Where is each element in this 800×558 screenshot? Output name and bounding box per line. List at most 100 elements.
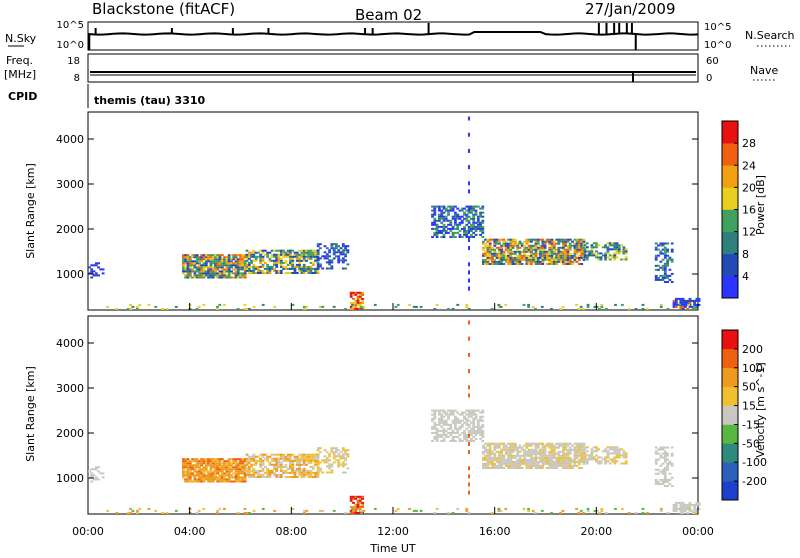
heatmap-cell bbox=[223, 264, 226, 267]
heatmap-cell bbox=[261, 455, 265, 458]
heatmap-cell bbox=[354, 305, 358, 308]
heatmap-cell bbox=[344, 247, 347, 250]
heatmap-cell bbox=[193, 480, 197, 483]
heatmap-cell bbox=[126, 512, 130, 514]
heatmap-cell bbox=[216, 305, 219, 308]
heatmap-cell bbox=[484, 252, 487, 255]
heatmap-cell bbox=[674, 507, 678, 510]
heatmap-cell bbox=[578, 250, 581, 253]
heatmap-cell bbox=[546, 254, 549, 257]
heatmap-cell bbox=[534, 446, 538, 449]
heatmap-cell bbox=[541, 248, 545, 251]
heatmap-cell bbox=[99, 268, 103, 271]
heatmap-cell bbox=[498, 454, 501, 457]
heatmap-cell bbox=[568, 254, 572, 257]
heatmap-cell bbox=[266, 255, 269, 258]
heatmap-cell bbox=[518, 456, 522, 459]
heatmap-cell bbox=[573, 464, 577, 467]
ytick-label: 2000 bbox=[56, 427, 84, 440]
heatmap-cell bbox=[613, 462, 617, 465]
heatmap-cell bbox=[668, 478, 672, 481]
heatmap-cell bbox=[323, 257, 327, 260]
heatmap-cell bbox=[447, 227, 450, 230]
heatmap-cell bbox=[202, 478, 206, 481]
heatmap-cell bbox=[451, 409, 455, 412]
heatmap-cell bbox=[319, 467, 322, 470]
heatmap-cell bbox=[300, 253, 304, 256]
heatmap-cell bbox=[578, 460, 581, 463]
heatmap-cell bbox=[470, 227, 473, 230]
heatmap-cell bbox=[225, 468, 229, 471]
heatmap-cell bbox=[541, 260, 545, 263]
colorbar-tick-label: 24 bbox=[742, 159, 756, 172]
heatmap-cell bbox=[534, 454, 538, 457]
heatmap-cell bbox=[440, 415, 444, 418]
heatmap-cell bbox=[284, 253, 288, 256]
heatmap-cell bbox=[295, 461, 299, 464]
heatmap-cell bbox=[442, 423, 446, 426]
heatmap-cell bbox=[225, 274, 229, 277]
heatmap-cell bbox=[373, 303, 377, 306]
heatmap-cell bbox=[335, 459, 338, 462]
heatmap-cell bbox=[541, 448, 545, 451]
heatmap-cell bbox=[624, 248, 628, 251]
heatmap-cell bbox=[527, 507, 530, 510]
heatmap-cell bbox=[209, 258, 213, 261]
heatmap-cell bbox=[474, 205, 478, 208]
heatmap-cell bbox=[451, 429, 455, 432]
heatmap-cell bbox=[559, 450, 563, 453]
heatmap-cell bbox=[309, 265, 313, 268]
heatmap-cell bbox=[182, 262, 185, 265]
heatmap-cell bbox=[522, 507, 526, 510]
heatmap-cell bbox=[358, 499, 362, 502]
heatmap-cell bbox=[525, 260, 529, 263]
heatmap-cell bbox=[500, 248, 504, 251]
heatmap-cell bbox=[666, 308, 670, 310]
heatmap-cell bbox=[552, 250, 556, 253]
heatmap-cell bbox=[582, 444, 586, 447]
heatmap-cell bbox=[284, 471, 288, 474]
heatmap-cell bbox=[511, 242, 515, 245]
heatmap-cell bbox=[520, 244, 524, 247]
heatmap-cell bbox=[491, 458, 494, 461]
heatmap-cell bbox=[509, 238, 513, 241]
heatmap-cell bbox=[568, 462, 572, 465]
heatmap-cell bbox=[583, 248, 587, 251]
heatmap-cell bbox=[557, 240, 561, 243]
heatmap-cell bbox=[467, 393, 470, 398]
heatmap-cell bbox=[211, 480, 215, 483]
heatmap-cell bbox=[543, 254, 547, 257]
heatmap-cell bbox=[543, 444, 547, 447]
heatmap-cell bbox=[298, 267, 301, 270]
heatmap-cell bbox=[467, 320, 470, 325]
heatmap-cell bbox=[599, 252, 603, 255]
heatmap-cell bbox=[504, 256, 508, 259]
heatmap-cell bbox=[470, 415, 473, 418]
heatmap-cell bbox=[502, 263, 506, 265]
heatmap-cell bbox=[458, 223, 462, 226]
heatmap-cell bbox=[479, 215, 482, 218]
heatmap-cell bbox=[200, 472, 204, 475]
heatmap-cell bbox=[518, 252, 522, 255]
heatmap-cell bbox=[115, 308, 119, 310]
heatmap-cell bbox=[259, 261, 263, 264]
heatmap-cell bbox=[97, 262, 100, 265]
heatmap-cell bbox=[257, 471, 260, 474]
heatmap-cell bbox=[182, 460, 185, 463]
heatmap-cell bbox=[571, 240, 574, 243]
xtick-label: 00:00 bbox=[72, 525, 104, 538]
heatmap-cell bbox=[341, 457, 345, 460]
heatmap-cell bbox=[337, 453, 341, 456]
heatmap-cell bbox=[670, 248, 674, 251]
heatmap-cell bbox=[493, 464, 497, 467]
heatmap-cell bbox=[442, 207, 446, 210]
heatmap-cell bbox=[568, 448, 572, 451]
heatmap-cell bbox=[302, 267, 306, 270]
heatmap-cell bbox=[674, 505, 678, 508]
heatmap-cell bbox=[493, 238, 497, 241]
heatmap-cell bbox=[678, 507, 681, 510]
heatmap-cell bbox=[295, 257, 299, 260]
heatmap-cell bbox=[356, 512, 360, 514]
heatmap-cell bbox=[316, 253, 320, 256]
